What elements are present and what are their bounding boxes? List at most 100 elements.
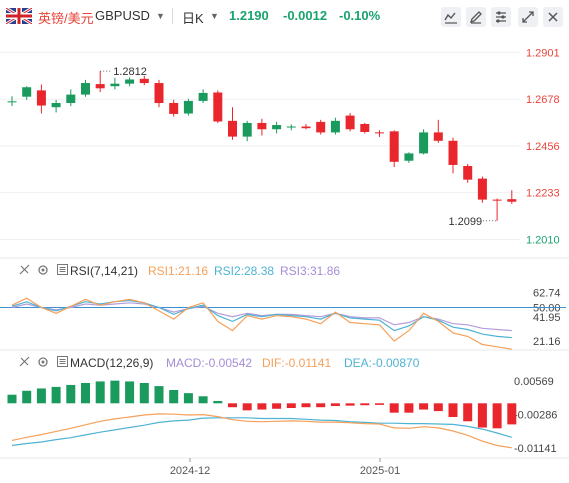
macd-tick-label: 0.00569 — [514, 376, 554, 388]
settings-sliders-icon — [496, 11, 506, 23]
last-price: 1.2190 — [229, 8, 269, 23]
candle-body — [125, 79, 135, 84]
candle-body — [375, 132, 384, 134]
macd-histogram-bar — [463, 403, 473, 422]
candle-body — [139, 78, 149, 84]
chart-header: 英镑/美元 GBPUSD ▼ 日K ▼ 1.2190 -0.0012 -0.10… — [0, 0, 569, 32]
candle-body — [257, 122, 267, 130]
macd-histogram-bar — [242, 403, 252, 411]
price-tick-label: 1.2678 — [526, 94, 560, 106]
candle-body — [272, 125, 282, 130]
candlestick-series — [7, 71, 517, 221]
macd-histogram-bar — [477, 403, 487, 428]
candle-body — [316, 121, 326, 133]
candle-body — [463, 166, 473, 180]
macd-tick-label: -0.01141 — [514, 443, 557, 455]
macd-histogram-bar — [257, 403, 267, 410]
rsi-tick-label: 41.95 — [533, 312, 561, 324]
pair-name: 英镑/美元 — [38, 11, 94, 26]
candle-body — [169, 103, 179, 114]
macd-value: MACD:-0.00542 — [166, 356, 253, 370]
rsi-title: RSI(7,14,21) — [70, 264, 139, 278]
dif-value: DIF:-0.01141 — [262, 356, 332, 370]
macd-menu-icon[interactable] — [57, 356, 68, 367]
settings-button[interactable] — [491, 7, 511, 27]
high-price-label: 1.2812 — [113, 66, 147, 78]
candle-body — [433, 132, 443, 141]
symbol-dropdown-icon[interactable]: ▼ — [156, 11, 165, 21]
symbol-selector[interactable]: GBPUSD — [95, 8, 150, 23]
macd-histogram-bar — [66, 384, 76, 404]
macd-histogram-bar — [301, 403, 311, 408]
macd-histogram-bar — [389, 403, 399, 413]
close-button[interactable] — [543, 7, 563, 27]
macd-histogram-bar — [95, 381, 105, 404]
candle-body — [389, 131, 399, 162]
price-change-percent: -0.10% — [339, 8, 381, 23]
date-tick-label: 2024-12 — [170, 465, 210, 477]
macd-histogram-bar — [345, 403, 355, 406]
fullscreen-button[interactable] — [518, 7, 538, 27]
macd-histogram-bar — [7, 394, 17, 404]
macd-histogram-bar — [169, 390, 179, 404]
hide-rsi-icon[interactable] — [19, 264, 30, 275]
macd-histogram-bar — [228, 403, 237, 408]
low-price-label: 1.2099 — [448, 216, 482, 228]
hide-macd-icon[interactable] — [19, 356, 30, 367]
macd-histogram-bar — [213, 400, 223, 404]
rsi-menu-icon[interactable] — [57, 264, 68, 275]
divider — [172, 8, 173, 24]
candle-body — [213, 92, 223, 122]
dea-line — [11, 417, 512, 447]
candle-body — [66, 94, 76, 103]
rsi-settings-icon[interactable] — [37, 264, 49, 276]
macd-histogram-bar — [433, 403, 443, 412]
macd-histogram-bar — [330, 403, 340, 407]
candle-body — [477, 178, 487, 200]
macd-histogram-bar — [316, 403, 326, 408]
candle-body — [492, 199, 502, 201]
price-tick-label: 1.2901 — [526, 47, 560, 59]
rsi2-value: RSI2:28.38 — [214, 264, 275, 278]
macd-histogram-bar — [139, 382, 149, 404]
date-axis: 2024-12 2025-01 — [170, 458, 400, 477]
macd-histogram-bar — [110, 380, 120, 404]
macd-histogram-bar — [448, 403, 458, 417]
macd-histogram-bar — [507, 403, 517, 425]
period-selector[interactable]: 日K — [182, 11, 204, 26]
macd-histogram-bar — [81, 382, 90, 404]
macd-histogram-bar — [286, 403, 296, 408]
candle-body — [51, 103, 61, 108]
macd-settings-icon[interactable] — [37, 356, 49, 368]
rsi-tick-label: 50.00 — [533, 302, 561, 314]
candle-body — [286, 126, 296, 128]
price-tick-label: 1.2010 — [526, 235, 560, 247]
draw-tool-button[interactable] — [466, 7, 486, 27]
candle-body — [345, 115, 355, 130]
price-tick-label: 1.2233 — [526, 188, 560, 200]
candle-body — [448, 140, 458, 165]
macd-histogram-bar — [183, 393, 193, 404]
rsi-tick-label: 62.74 — [533, 288, 561, 300]
indicator-button[interactable] — [441, 7, 461, 27]
close-icon — [548, 12, 558, 22]
macd-histogram-bar — [36, 388, 46, 404]
macd-tick-label: -0.00286 — [514, 409, 557, 421]
macd-histogram-bar — [375, 403, 384, 405]
candle-body — [419, 132, 429, 154]
macd-histogram-bar — [154, 386, 164, 404]
macd-histogram-bar — [419, 403, 429, 410]
price-axis: 1.2901 1.2678 1.2456 1.2233 1.2010 — [526, 47, 560, 246]
indicator-icon — [444, 12, 457, 24]
price-tick-label: 1.2456 — [526, 141, 560, 153]
dea-value: DEA:-0.00870 — [344, 356, 420, 370]
macd-histogram-bar — [404, 403, 414, 413]
rsi1-line — [11, 297, 512, 350]
macd-histogram-bar — [492, 403, 502, 429]
candle-body — [301, 126, 311, 129]
price-annotations: 1.2812 1.2099 — [100, 66, 498, 228]
period-dropdown-icon[interactable]: ▼ — [210, 11, 219, 21]
candle-body — [154, 83, 164, 103]
